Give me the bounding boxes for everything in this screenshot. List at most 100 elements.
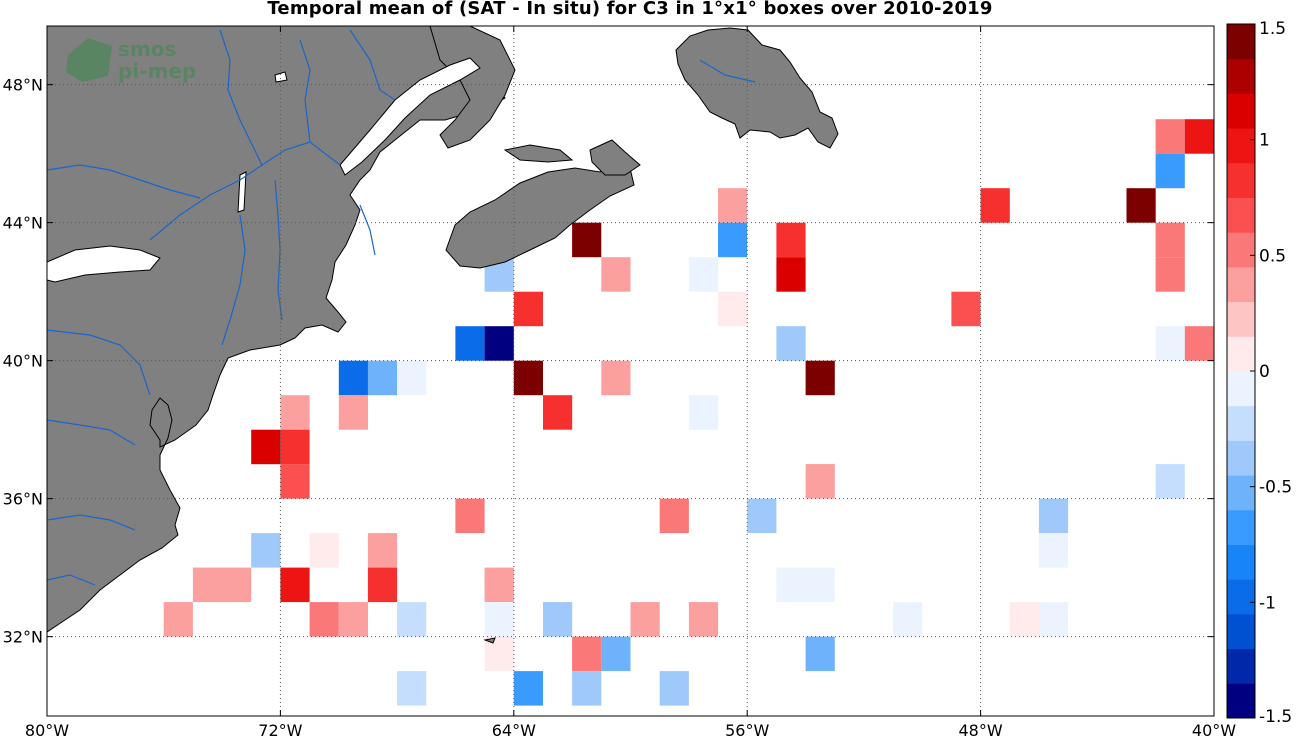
heatmap-cell bbox=[280, 429, 310, 465]
heatmap-cell bbox=[601, 257, 631, 292]
gaspe-land bbox=[429, 26, 516, 149]
river-carolina-1 bbox=[47, 514, 136, 531]
colorbar-segment bbox=[1227, 162, 1255, 198]
colorbar-segment bbox=[1227, 232, 1255, 268]
river-north-1 bbox=[219, 29, 263, 166]
river-newfoundland bbox=[699, 59, 756, 83]
colorbar: 1.5 1 0.5 0 -0.5 -1 -1.5 bbox=[1226, 19, 1292, 727]
heatmap-cell bbox=[397, 360, 427, 396]
colorbar-segment bbox=[1227, 544, 1255, 580]
heatmap-cell bbox=[397, 602, 427, 637]
river-penobscot bbox=[359, 204, 376, 256]
y-tick-label: 44°N bbox=[3, 214, 43, 233]
north-america-land bbox=[47, 26, 506, 633]
colorbar-segment bbox=[1227, 440, 1255, 476]
heatmap-cell bbox=[1155, 464, 1185, 499]
colorbar-segment bbox=[1227, 475, 1255, 511]
heatmap-cell bbox=[688, 395, 719, 430]
st-lawrence-river bbox=[149, 141, 341, 241]
river-potomac bbox=[47, 419, 136, 446]
river-carolina-2 bbox=[47, 574, 96, 586]
heatmap-cell bbox=[1155, 153, 1185, 189]
colorbar-tick-label: 1 bbox=[1259, 131, 1270, 151]
x-tick-label: 64°W bbox=[492, 721, 536, 738]
heatmap-cell bbox=[513, 360, 543, 396]
heatmap-cell bbox=[338, 602, 368, 637]
heatmap-cell bbox=[572, 671, 602, 706]
heatmap-cell bbox=[280, 395, 310, 430]
lakes bbox=[47, 57, 481, 283]
y-tick-label: 40°N bbox=[3, 352, 43, 371]
colorbar-tick-label: -0.5 bbox=[1259, 478, 1292, 498]
heatmap-cell bbox=[747, 498, 777, 534]
heatmap-cell bbox=[484, 602, 514, 637]
colorbar-segment bbox=[1227, 336, 1255, 372]
heatmap-cell bbox=[543, 395, 573, 430]
heatmap-cell bbox=[1184, 326, 1214, 361]
heatmap-cell bbox=[718, 222, 748, 258]
y-tick-label: 36°N bbox=[3, 490, 43, 509]
watermark-line1: smos bbox=[118, 37, 176, 61]
heatmap-cell bbox=[222, 567, 252, 603]
heatmap-cell bbox=[776, 326, 806, 361]
heatmap-cell bbox=[718, 291, 748, 327]
heatmap-cell bbox=[338, 395, 368, 430]
heatmap-cell bbox=[805, 464, 835, 499]
heatmap-cell bbox=[1155, 119, 1185, 154]
colorbar-segment bbox=[1227, 197, 1255, 233]
heatmap-cell bbox=[367, 360, 398, 396]
heatmap-cell bbox=[484, 326, 514, 361]
heatmap-cell bbox=[338, 360, 368, 396]
heatmap-cell bbox=[805, 360, 835, 396]
heatmap-cell bbox=[688, 602, 719, 637]
colorbar-tick-label: -1.5 bbox=[1259, 707, 1292, 727]
heatmap-cell bbox=[1126, 188, 1156, 223]
x-tick-label: 40°W bbox=[1192, 721, 1236, 738]
colorbar-segment bbox=[1227, 613, 1255, 650]
plot-title: Temporal mean of (SAT - In situ) for C3 … bbox=[267, 0, 993, 19]
colorbar-segment bbox=[1227, 405, 1255, 441]
x-tick-label: 80°W bbox=[25, 721, 69, 738]
heatmap-cell bbox=[688, 257, 719, 292]
st-lawrence-estuary bbox=[339, 57, 481, 176]
heatmap-cell bbox=[484, 567, 514, 603]
heatmap-cell bbox=[1155, 257, 1185, 292]
heatmap-cell bbox=[397, 671, 427, 706]
heatmap-cell bbox=[572, 222, 602, 258]
heatmap-cell bbox=[455, 326, 485, 361]
heatmap-cell bbox=[601, 636, 631, 672]
heatmap-cell bbox=[163, 602, 193, 637]
heatmap-cell bbox=[601, 360, 631, 396]
colorbar-segment bbox=[1227, 371, 1255, 407]
heatmap-cell bbox=[805, 636, 835, 672]
watermark: smos pi-mep bbox=[66, 37, 196, 83]
heatmap-cell bbox=[572, 636, 602, 672]
colorbar-segment bbox=[1227, 648, 1255, 684]
colorbar-segment bbox=[1227, 24, 1255, 60]
watermark-line2: pi-mep bbox=[118, 59, 196, 83]
newfoundland-land bbox=[675, 27, 839, 149]
x-tick-label: 56°W bbox=[725, 721, 769, 738]
heatmap-cell bbox=[659, 671, 689, 706]
heatmap-cell bbox=[951, 291, 981, 327]
heatmap-cell bbox=[309, 602, 339, 637]
heatmap-cell bbox=[455, 498, 485, 534]
nova-scotia-land bbox=[445, 159, 635, 269]
x-tick-label: 48°W bbox=[959, 721, 1003, 738]
lake-champlain bbox=[237, 171, 247, 213]
heatmap-cell bbox=[718, 188, 748, 223]
heatmap-cell bbox=[280, 464, 310, 499]
axis-ticks bbox=[46, 26, 1215, 716]
colorbar-segment bbox=[1227, 93, 1255, 129]
y-tick-label: 32°N bbox=[3, 628, 43, 647]
heatmap-cell bbox=[1184, 119, 1214, 154]
river-ottawa bbox=[47, 164, 201, 199]
colorbar-segment bbox=[1227, 58, 1255, 94]
axis-tick-labels: 80°W 72°W 64°W 56°W 48°W 40°W 32°N 36°N 40°N 44°N… bbox=[3, 76, 1237, 738]
colorbar-tick-label: 0.5 bbox=[1259, 246, 1286, 266]
river-susquehanna bbox=[47, 329, 151, 396]
heatmap-cell bbox=[367, 567, 398, 603]
land-masses bbox=[47, 26, 839, 644]
heatmap-cell bbox=[776, 222, 806, 258]
